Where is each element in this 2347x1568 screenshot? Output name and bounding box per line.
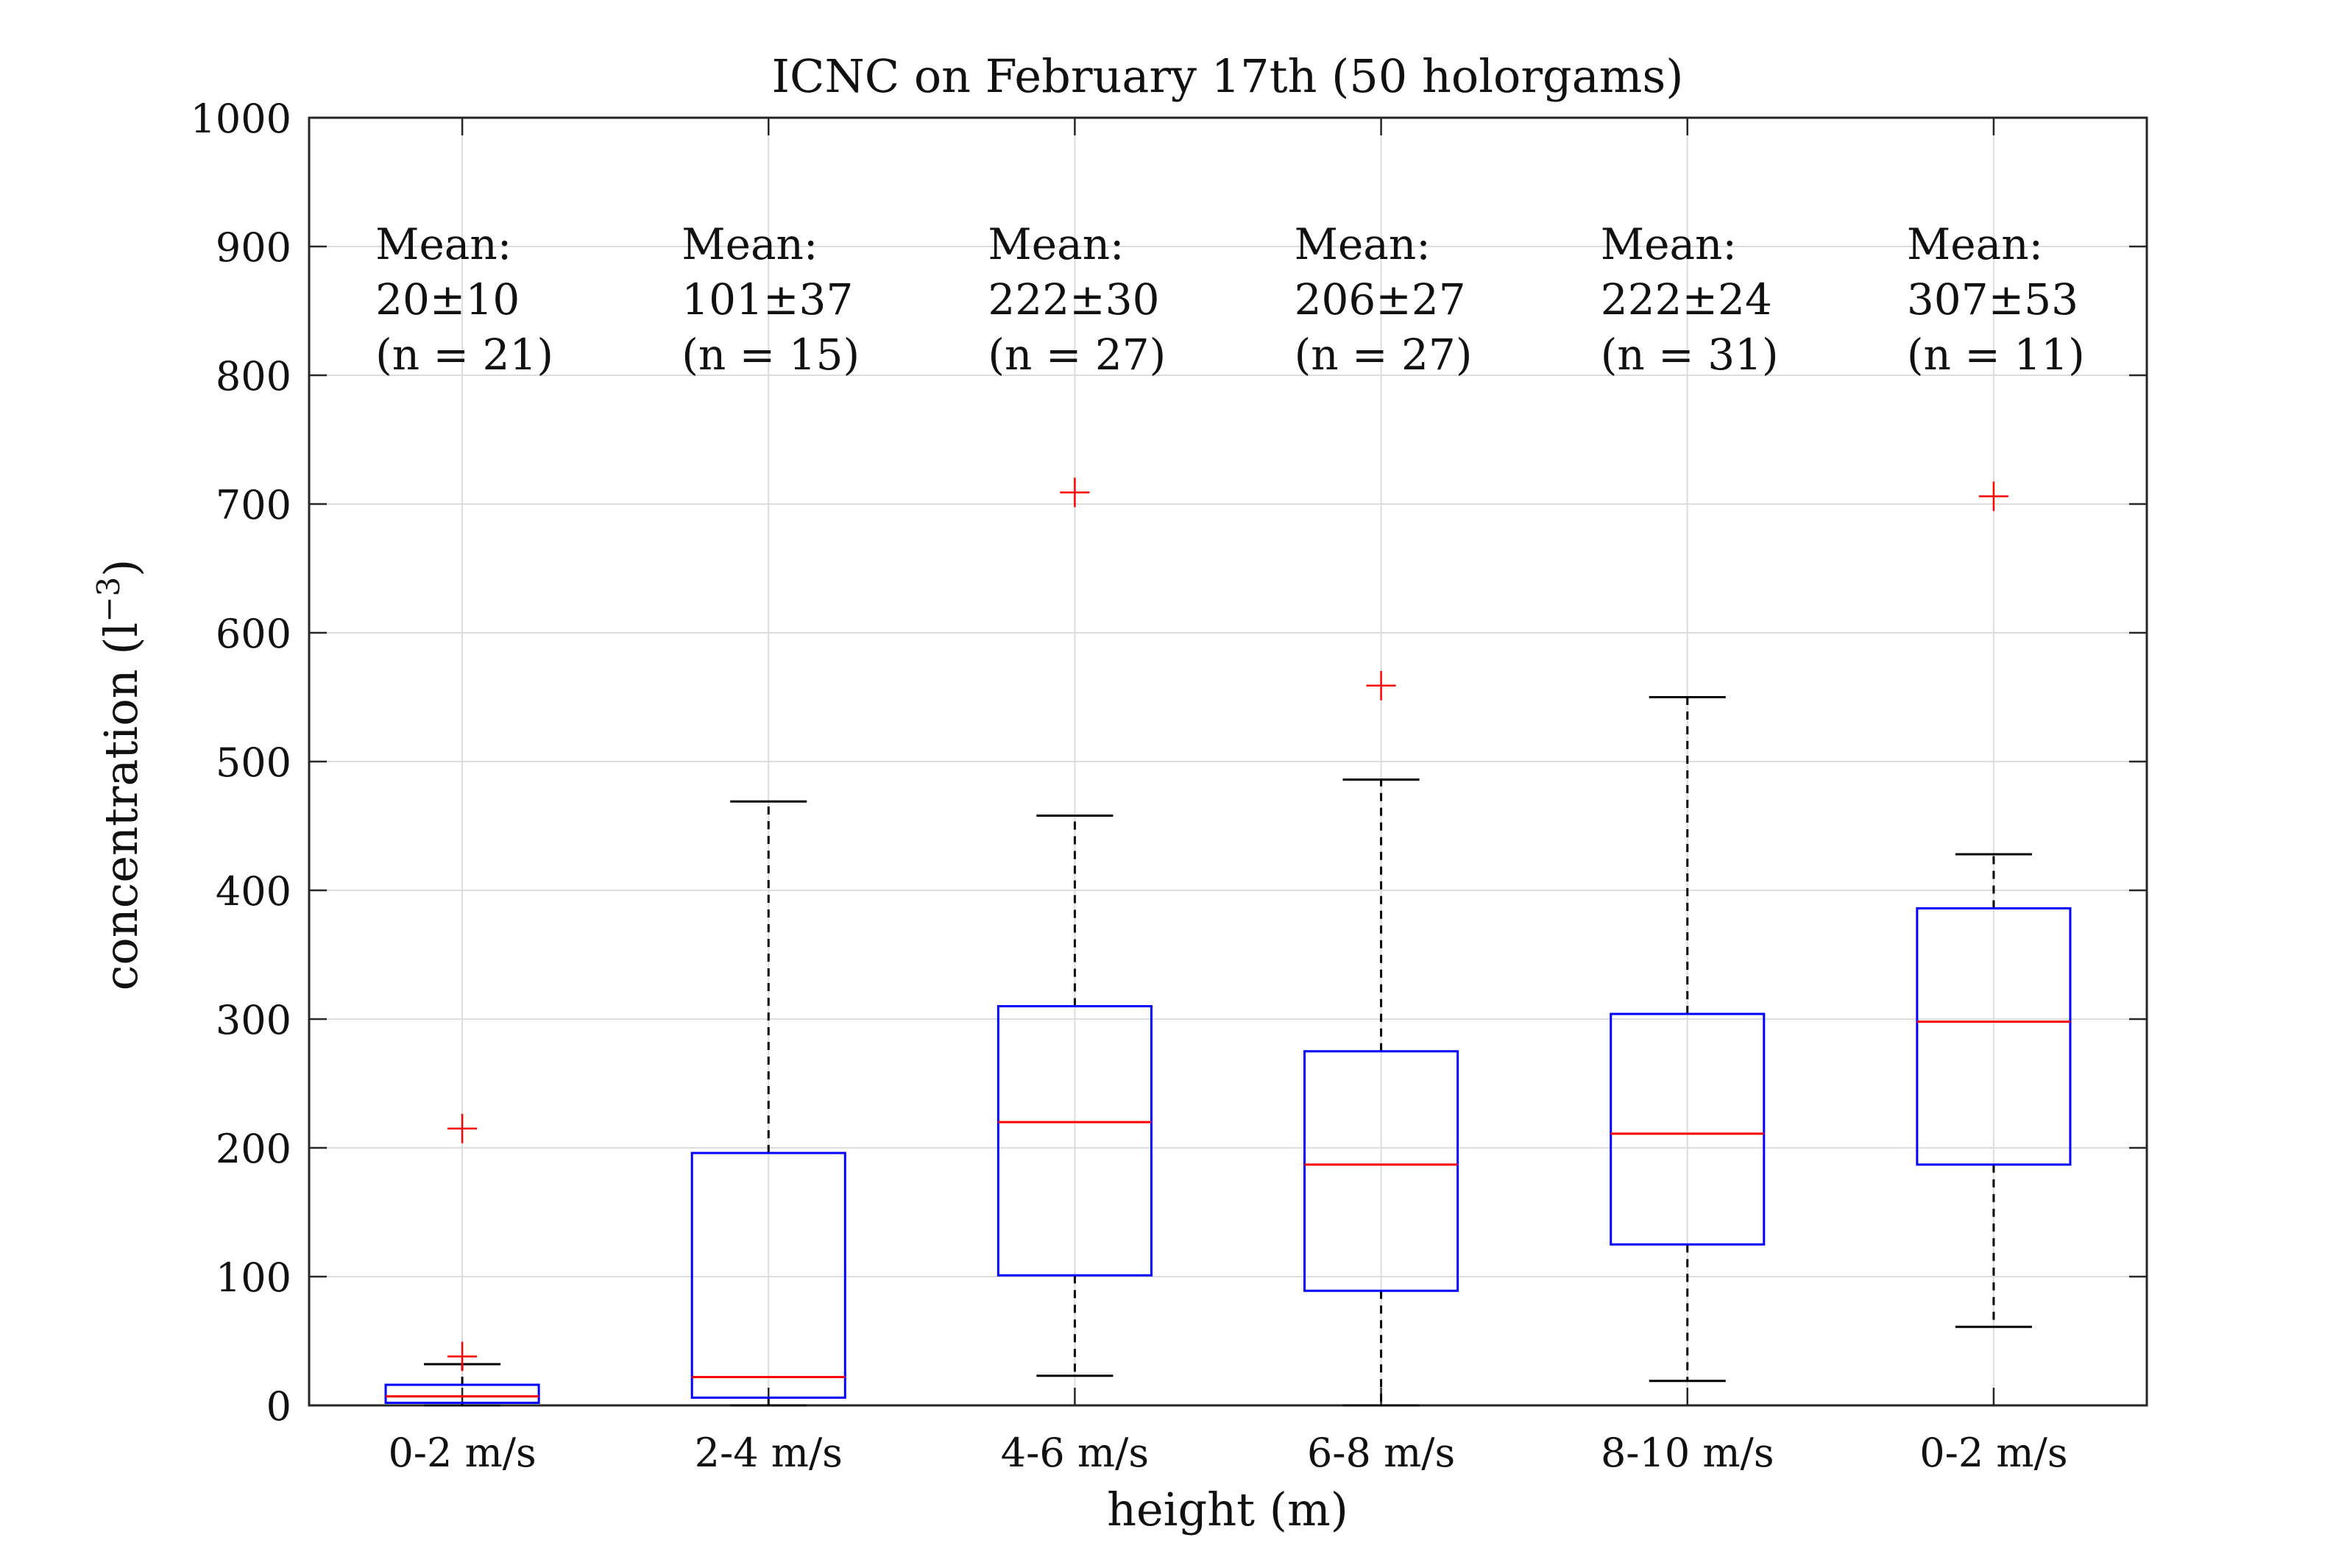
x-axis-label: height (m): [1107, 1483, 1348, 1536]
x-tick-label: 6-8 m/s: [1307, 1430, 1455, 1476]
mean-value: 307±53: [1907, 274, 2078, 324]
box-group: [996, 478, 1153, 1377]
box-layer: [384, 478, 2072, 1407]
mean-value: 20±10: [375, 274, 520, 324]
x-tick-label: 4-6 m/s: [1001, 1430, 1149, 1476]
n-label: (n = 11): [1907, 330, 2085, 380]
x-tick-label: 2-4 m/s: [695, 1430, 843, 1476]
y-axis-label: concentration (l−3): [91, 559, 148, 991]
mean-label: Mean:: [988, 219, 1124, 269]
box-iqr: [690, 1152, 846, 1399]
y-tick-label: 700: [216, 482, 291, 528]
n-label: (n = 31): [1601, 330, 1779, 380]
outlier-marker: [1366, 670, 1396, 700]
n-label: (n = 27): [1295, 330, 1473, 380]
box-iqr: [1610, 1012, 1766, 1246]
y-tick-label: 800: [216, 353, 291, 400]
mean-value: 222±30: [988, 274, 1159, 324]
y-axis-label-close: ): [94, 559, 148, 577]
box-iqr: [1303, 1050, 1459, 1292]
mean-label: Mean:: [682, 219, 818, 269]
n-label: (n = 21): [375, 330, 553, 380]
outlier-marker: [447, 1113, 478, 1143]
y-tick-label: 1000: [191, 96, 291, 142]
annotation-layer: Mean:20±10(n = 21)Mean:101±37(n = 15)Mea…: [375, 219, 2085, 380]
box-group: [384, 1113, 540, 1407]
y-tick-label: 100: [216, 1255, 291, 1301]
outlier-marker: [1978, 481, 2008, 511]
n-label: (n = 27): [988, 330, 1166, 380]
mean-value: 206±27: [1295, 274, 1466, 324]
mean-label: Mean:: [1601, 219, 1737, 269]
y-tick-label: 900: [216, 224, 291, 271]
mean-label: Mean:: [375, 219, 511, 269]
mean-label: Mean:: [1295, 219, 1431, 269]
plot-frame: [308, 116, 2148, 1407]
box-group: [1303, 670, 1459, 1407]
mean-value: 101±37: [682, 274, 853, 324]
y-tick-label: 400: [216, 868, 291, 915]
y-tick-label: 600: [216, 611, 291, 657]
box-group: [1916, 481, 2072, 1328]
y-axis-label-main: concentration (l: [94, 622, 148, 991]
box-group: [690, 800, 846, 1407]
mean-value: 222±24: [1601, 274, 1772, 324]
outlier-marker: [447, 1341, 478, 1372]
chart-title: ICNC on February 17th (50 holorgams): [772, 49, 1684, 103]
box-iqr: [384, 1383, 540, 1404]
x-tick-label: 0-2 m/s: [388, 1430, 536, 1476]
y-axis-label-superscript: −3: [91, 577, 127, 622]
mean-label: Mean:: [1907, 219, 2043, 269]
x-tick-label: 8-10 m/s: [1601, 1430, 1774, 1476]
n-label: (n = 15): [682, 330, 860, 380]
y-tick-label: 200: [216, 1126, 291, 1172]
box-iqr: [996, 1005, 1153, 1277]
x-tick-label: 0-2 m/s: [1919, 1430, 2067, 1476]
y-tick-label: 500: [216, 739, 291, 786]
y-tick-label: 300: [216, 997, 291, 1043]
grid-layer: [309, 117, 2147, 1406]
box-group: [1610, 696, 1766, 1383]
outlier-marker: [1060, 478, 1090, 508]
box-iqr: [1916, 907, 2072, 1166]
axis-layer: 0 100 200 300 400 500 600 700 800 900 1000 0-2 m/s 2…: [191, 96, 2148, 1476]
y-tick-label: 0: [266, 1383, 291, 1430]
